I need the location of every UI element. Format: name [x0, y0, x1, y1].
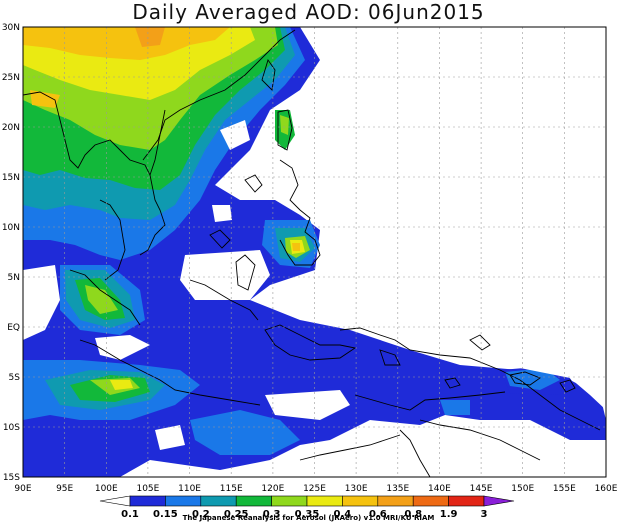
x-tick-label: 125E	[303, 484, 326, 494]
aod-band-0.4-b	[30, 90, 60, 108]
y-tick-label: 20N	[2, 123, 20, 133]
colorbar-label: 0.6	[369, 509, 387, 520]
credit-text: The Japanese Reanalysis for Aerosol (JRA…	[182, 514, 435, 522]
colorbar-label: 3	[481, 509, 488, 520]
colorbar-left-triangle	[99, 495, 131, 507]
y-tick-label: 30N	[2, 23, 20, 33]
aod-band-0.35-b	[110, 380, 133, 390]
x-tick-label: 135E	[386, 484, 409, 494]
y-tick-label: 10N	[2, 223, 20, 233]
colorbar: 0.1 0.15 0.2 0.25 0.3 0.35 0.4 0.6 0.8 1.9 3	[99, 495, 515, 520]
x-tick-label: 155E	[553, 484, 576, 494]
x-tick-label: 110E	[178, 484, 201, 494]
aod-band-0.6	[135, 27, 165, 47]
y-tick-label: 5N	[8, 273, 20, 283]
coastlines	[23, 29, 601, 477]
colorbar-swatch	[271, 495, 308, 507]
aod-band-0.15-g	[440, 400, 470, 415]
aod-band-0.3-c	[85, 285, 118, 314]
aod-below-0.1-hole3	[180, 250, 270, 300]
colorbar-swatch	[377, 495, 414, 507]
aod-band-0.15-d	[190, 410, 300, 455]
y-tick-label: EQ	[7, 323, 20, 333]
x-tick-label: 120E	[261, 484, 284, 494]
x-tick-label: 90E	[14, 484, 31, 494]
y-axis-ticks: 30N 25N 20N 15N 10N 5N EQ 5S 10S 15S	[2, 23, 20, 483]
aod-below-0.1-south	[300, 430, 606, 477]
aod-below-0.1-ne	[260, 27, 606, 410]
colorbar-label: 0.15	[153, 509, 178, 520]
aod-below-0.1-hole4	[23, 265, 60, 340]
y-tick-label: 25N	[2, 73, 20, 83]
aod-below-0.1-hole7	[155, 425, 185, 450]
grid	[23, 27, 606, 477]
colorbar-swatch	[306, 495, 343, 507]
colorbar-right-triangle	[483, 495, 515, 507]
colorbar-label: 0.1	[121, 509, 139, 520]
x-tick-label: 95E	[56, 484, 73, 494]
colorbar-label: 0.35	[295, 509, 320, 520]
aod-below-0.1-hole2	[212, 205, 232, 222]
colorbar-label: 0.8	[404, 509, 422, 520]
plot-frame	[22, 26, 607, 478]
aod-band-0.4-c	[292, 243, 300, 251]
aod-band-0.3-b	[280, 115, 289, 135]
colorbar-swatch	[165, 495, 202, 507]
y-tick-label: 5S	[9, 373, 21, 383]
x-tick-label: 105E	[136, 484, 159, 494]
aod-below-0.1-hole6	[265, 390, 350, 420]
x-axis-ticks: 90E 95E 100E 105E 110E 115E 120E 125E 130E 135E 14…	[14, 484, 617, 494]
y-tick-label: 10S	[3, 423, 20, 433]
aod-band-0.4	[23, 27, 230, 60]
colorbar-swatch	[342, 495, 379, 507]
x-tick-label: 160E	[595, 484, 617, 494]
x-tick-label: 150E	[511, 484, 534, 494]
aod-below-0.1-hole1	[220, 120, 250, 150]
colorbar-label: 1.9	[440, 509, 458, 520]
colorbar-swatch	[200, 495, 237, 507]
colorbar-label: 0.2	[192, 509, 210, 520]
map-title: Daily Averaged AOD: 06Jun2015	[132, 0, 485, 24]
colorbar-swatch	[448, 495, 485, 507]
x-tick-label: 130E	[345, 484, 368, 494]
colorbar-swatch	[129, 495, 166, 507]
colorbar-label: 0.4	[334, 509, 352, 520]
colorbar-label: 0.25	[224, 509, 249, 520]
x-tick-label: 100E	[95, 484, 118, 494]
colorbar-swatch	[412, 495, 449, 507]
y-tick-label: 15S	[3, 473, 20, 483]
x-tick-label: 115E	[220, 484, 243, 494]
x-tick-label: 140E	[428, 484, 451, 494]
colorbar-label: 0.3	[263, 509, 281, 520]
x-tick-label: 145E	[470, 484, 493, 494]
colorbar-swatch	[235, 495, 272, 507]
y-tick-label: 15N	[2, 173, 20, 183]
